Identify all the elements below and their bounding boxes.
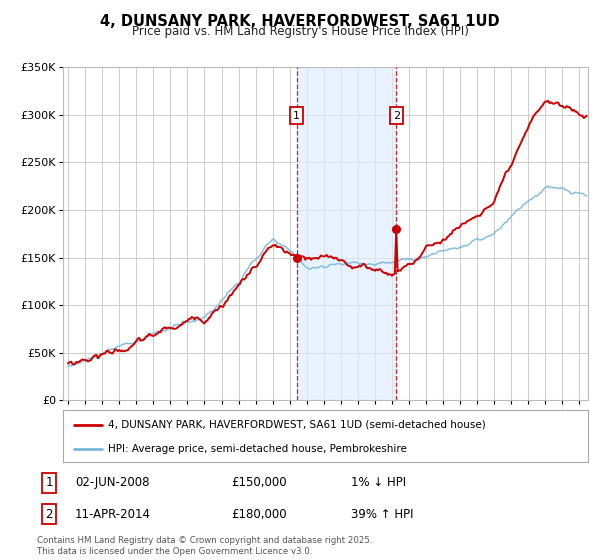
Text: 1: 1 — [46, 476, 53, 489]
Text: 39% ↑ HPI: 39% ↑ HPI — [351, 507, 413, 521]
Text: 02-JUN-2008: 02-JUN-2008 — [75, 476, 149, 489]
Text: 2: 2 — [392, 110, 400, 120]
Text: Contains HM Land Registry data © Crown copyright and database right 2025.
This d: Contains HM Land Registry data © Crown c… — [37, 536, 373, 556]
Bar — [297, 67, 396, 400]
Text: 4, DUNSANY PARK, HAVERFORDWEST, SA61 1UD (semi-detached house): 4, DUNSANY PARK, HAVERFORDWEST, SA61 1UD… — [107, 420, 485, 430]
Text: HPI: Average price, semi-detached house, Pembrokeshire: HPI: Average price, semi-detached house,… — [107, 444, 407, 454]
Text: 11-APR-2014: 11-APR-2014 — [75, 507, 151, 521]
Text: Price paid vs. HM Land Registry's House Price Index (HPI): Price paid vs. HM Land Registry's House … — [131, 25, 469, 38]
Text: 1% ↓ HPI: 1% ↓ HPI — [351, 476, 406, 489]
Text: £150,000: £150,000 — [231, 476, 287, 489]
Text: £180,000: £180,000 — [231, 507, 287, 521]
Text: 2: 2 — [46, 507, 53, 521]
Text: 4, DUNSANY PARK, HAVERFORDWEST, SA61 1UD: 4, DUNSANY PARK, HAVERFORDWEST, SA61 1UD — [100, 14, 500, 29]
Text: 1: 1 — [293, 110, 301, 120]
